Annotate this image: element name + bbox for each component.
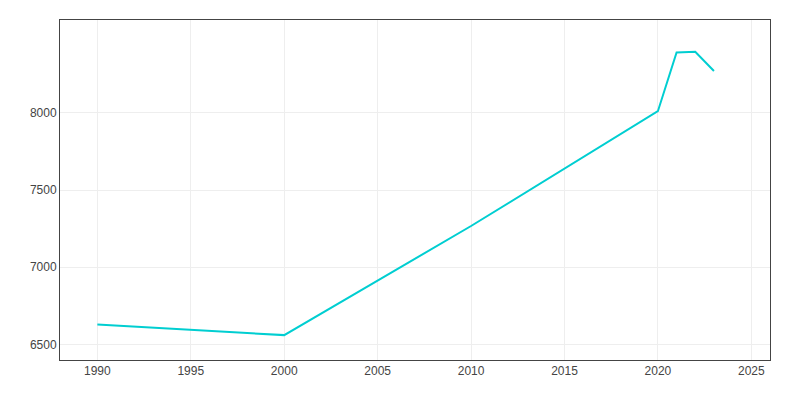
svg-text:7500: 7500	[30, 183, 57, 197]
svg-text:2005: 2005	[364, 364, 391, 378]
svg-text:1990: 1990	[84, 364, 111, 378]
svg-text:2010: 2010	[458, 364, 485, 378]
svg-text:2015: 2015	[551, 364, 578, 378]
svg-text:2000: 2000	[271, 364, 298, 378]
svg-text:6500: 6500	[30, 338, 57, 352]
svg-text:7000: 7000	[30, 260, 57, 274]
svg-text:8000: 8000	[30, 106, 57, 120]
svg-text:2025: 2025	[738, 364, 765, 378]
svg-text:2020: 2020	[645, 364, 672, 378]
svg-text:1995: 1995	[177, 364, 204, 378]
